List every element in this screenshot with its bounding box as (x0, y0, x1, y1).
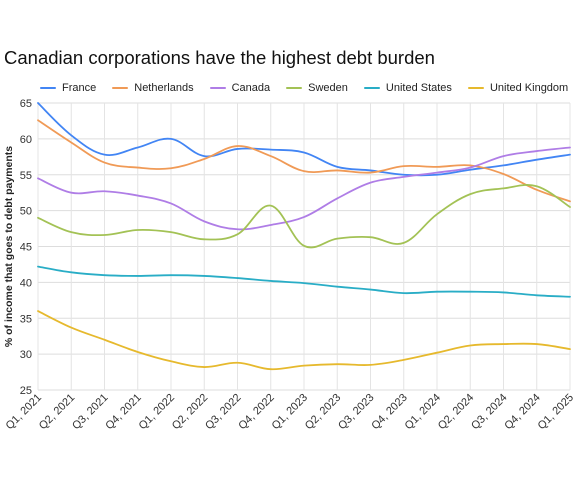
y-tick-label: 60 (20, 134, 32, 146)
y-tick-label: 25 (20, 385, 32, 397)
series-line-united-states (37, 265, 571, 298)
legend-label: France (62, 82, 97, 94)
legend-item-france: France (40, 82, 96, 94)
y-tick-label: 40 (20, 277, 32, 289)
legend-swatch (467, 86, 484, 90)
legend-item-canada: Canada (209, 82, 271, 94)
legend-swatch (209, 86, 226, 90)
legend-label: United States (385, 82, 452, 94)
legend-label: Canada (231, 82, 271, 94)
legend-swatch (40, 86, 56, 90)
y-axis-label: % of income that goes to debt payments (3, 146, 15, 347)
legend-label: Netherlands (134, 82, 194, 94)
x-tick-label: Q1, 2025 (536, 392, 576, 432)
legend-item-united-states: United States (363, 82, 452, 94)
legend-item-united-kingdom: United Kingdom (467, 82, 569, 94)
legend-swatch (112, 86, 129, 90)
series-line-sweden (37, 184, 571, 249)
legend-swatch (286, 86, 303, 90)
y-tick-label: 55 (20, 170, 32, 182)
series-line-canada (37, 146, 571, 231)
series-line-united-kingdom (37, 310, 571, 371)
y-tick-label: 35 (20, 313, 32, 325)
chart-title: Canadian corporations have the highest d… (4, 47, 435, 68)
y-tick-label: 65 (20, 98, 32, 110)
legend-swatch (363, 86, 380, 90)
series-line-france (37, 102, 571, 177)
y-tick-label: 50 (20, 206, 32, 218)
series-line-netherlands (37, 119, 571, 203)
legend: France Netherlands Canada Sweden United Stat… (40, 80, 584, 96)
y-tick-label: 30 (20, 349, 32, 361)
legend-label: Sweden (308, 82, 348, 94)
legend-item-netherlands: Netherlands (112, 82, 194, 94)
y-tick-label: 45 (20, 242, 32, 254)
legend-label: United Kingdom (489, 82, 569, 94)
legend-item-sweden: Sweden (286, 82, 348, 94)
